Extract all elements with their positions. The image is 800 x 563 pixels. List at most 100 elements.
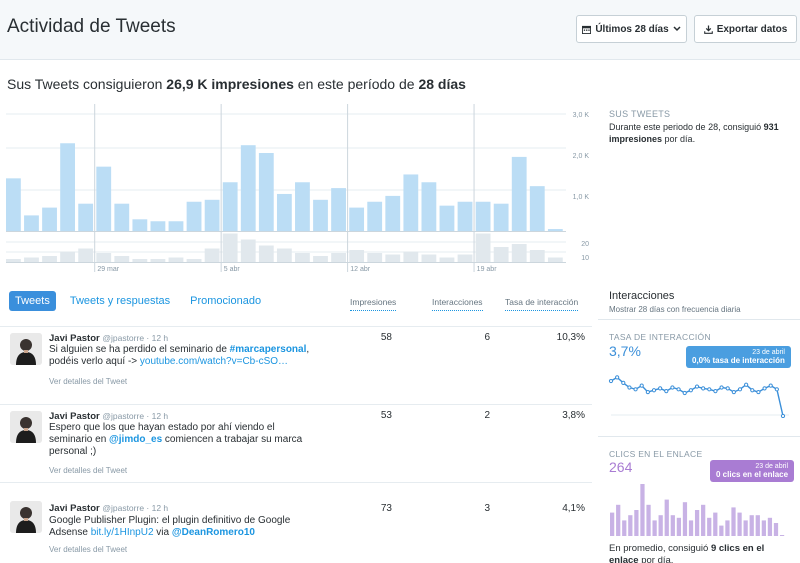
clicks-bar[interactable] bbox=[761, 520, 766, 536]
impressions-bar[interactable] bbox=[114, 203, 130, 231]
activity-bar[interactable] bbox=[96, 253, 112, 262]
clicks-bar[interactable] bbox=[610, 512, 615, 536]
rate-point[interactable] bbox=[774, 387, 779, 392]
tweet-details-link[interactable]: Ver detalles del Tweet bbox=[49, 377, 128, 386]
impressions-bar[interactable] bbox=[331, 188, 346, 231]
clicks-bar[interactable] bbox=[616, 504, 621, 536]
rate-point[interactable] bbox=[658, 386, 663, 391]
clicks-bar[interactable] bbox=[634, 510, 639, 536]
tab-tweets-replies[interactable]: Tweets y respuestas bbox=[69, 295, 171, 307]
impressions-bar[interactable] bbox=[258, 153, 274, 231]
impressions-bar[interactable] bbox=[295, 182, 310, 231]
clicks-bar[interactable] bbox=[725, 520, 730, 536]
clicks-bar[interactable] bbox=[658, 515, 663, 536]
activity-bar[interactable] bbox=[186, 259, 202, 262]
clicks-bar[interactable] bbox=[701, 504, 706, 536]
rate-point[interactable] bbox=[621, 380, 626, 385]
activity-bar[interactable] bbox=[114, 256, 130, 262]
activity-bar[interactable] bbox=[24, 257, 39, 263]
impressions-bar[interactable] bbox=[150, 221, 166, 231]
impressions-bar[interactable] bbox=[240, 145, 256, 231]
mention-link[interactable]: @DeanRomero10 bbox=[171, 527, 255, 538]
rate-point[interactable] bbox=[694, 384, 700, 389]
tab-promoted[interactable]: Promocionado bbox=[190, 295, 262, 307]
tweet-author[interactable]: Javi Pastor @jpastorre · 12 h bbox=[49, 503, 168, 514]
activity-bar[interactable] bbox=[60, 251, 76, 263]
tab-tweets[interactable]: Tweets bbox=[9, 291, 56, 311]
rate-point[interactable] bbox=[645, 389, 650, 395]
mention-link[interactable]: @jimdo_es bbox=[109, 434, 163, 445]
impressions-bar[interactable] bbox=[349, 207, 365, 231]
tweet-row[interactable]: Javi Pastor @jpastorre · 12 h Si alguien… bbox=[0, 326, 592, 404]
rate-point[interactable] bbox=[688, 388, 693, 393]
activity-bar[interactable] bbox=[276, 248, 292, 263]
clicks-bar[interactable] bbox=[688, 520, 694, 536]
export-data-button[interactable]: Exportar datos bbox=[694, 15, 797, 43]
clicks-bar[interactable] bbox=[646, 504, 651, 536]
impressions-bar[interactable] bbox=[204, 199, 220, 231]
rate-point[interactable] bbox=[750, 388, 755, 393]
rate-point[interactable] bbox=[707, 387, 712, 392]
rate-point[interactable] bbox=[744, 382, 749, 387]
activity-bar[interactable] bbox=[222, 233, 238, 263]
impressions-bar[interactable] bbox=[222, 182, 238, 231]
clicks-bar[interactable] bbox=[628, 515, 633, 536]
clicks-bar[interactable] bbox=[755, 515, 760, 536]
rate-point[interactable] bbox=[627, 385, 632, 390]
clicks-bar[interactable] bbox=[779, 535, 785, 536]
activity-bar[interactable] bbox=[6, 259, 21, 262]
rate-point[interactable] bbox=[639, 383, 644, 388]
clicks-bar[interactable] bbox=[682, 502, 688, 536]
impressions-bar[interactable] bbox=[493, 203, 509, 231]
impressions-bar[interactable] bbox=[367, 201, 383, 231]
activity-bar[interactable] bbox=[150, 259, 166, 262]
tweet-row[interactable]: Javi Pastor @jpastorre · 12 h Espero que… bbox=[0, 404, 592, 482]
clicks-bar[interactable] bbox=[670, 515, 675, 536]
col-interactions[interactable]: Interacciones bbox=[432, 297, 483, 311]
clicks-bar[interactable] bbox=[652, 520, 657, 536]
activity-bar[interactable] bbox=[439, 257, 455, 263]
rate-point[interactable] bbox=[768, 383, 773, 388]
activity-bar[interactable] bbox=[367, 253, 383, 262]
impressions-bar[interactable] bbox=[42, 207, 57, 231]
clicks-bar[interactable] bbox=[707, 517, 712, 536]
rate-point[interactable] bbox=[780, 413, 786, 418]
rate-point[interactable] bbox=[608, 378, 614, 384]
impressions-bar[interactable] bbox=[24, 215, 39, 231]
rate-point[interactable] bbox=[670, 385, 675, 390]
activity-bar[interactable] bbox=[511, 244, 527, 262]
activity-bar[interactable] bbox=[42, 256, 57, 262]
activity-bar[interactable] bbox=[258, 245, 274, 263]
impressions-bar[interactable] bbox=[186, 201, 202, 231]
url-link[interactable]: bit.ly/1HInpU2 bbox=[90, 527, 154, 538]
clicks-bar[interactable] bbox=[731, 507, 736, 536]
activity-bar[interactable] bbox=[529, 250, 545, 262]
clicks-bar[interactable] bbox=[694, 510, 700, 536]
rate-point[interactable] bbox=[701, 386, 706, 391]
impressions-bar[interactable] bbox=[276, 193, 292, 231]
rate-point[interactable] bbox=[731, 389, 736, 395]
clicks-bar[interactable] bbox=[640, 484, 645, 536]
tweet-details-link[interactable]: Ver detalles del Tweet bbox=[49, 466, 128, 475]
impressions-bar[interactable] bbox=[403, 174, 419, 231]
rate-point[interactable] bbox=[615, 375, 620, 380]
impressions-bar[interactable] bbox=[132, 219, 148, 231]
activity-bar[interactable] bbox=[240, 239, 256, 263]
date-range-button[interactable]: Últimos 28 días bbox=[576, 15, 687, 43]
clicks-bar[interactable] bbox=[719, 525, 724, 536]
rate-point[interactable] bbox=[713, 389, 718, 394]
rate-point[interactable] bbox=[676, 387, 681, 392]
impressions-bar[interactable] bbox=[421, 182, 437, 231]
impressions-bar[interactable] bbox=[313, 199, 328, 231]
clicks-bar[interactable] bbox=[737, 512, 742, 536]
impressions-bar[interactable] bbox=[457, 201, 473, 231]
activity-bar[interactable] bbox=[547, 257, 563, 263]
activity-bar[interactable] bbox=[421, 254, 437, 263]
clicks-bar[interactable] bbox=[713, 512, 718, 536]
impressions-bar[interactable] bbox=[529, 186, 545, 231]
activity-bar[interactable] bbox=[475, 233, 491, 263]
rate-point[interactable] bbox=[682, 390, 687, 396]
tweet-details-link[interactable]: Ver detalles del Tweet bbox=[49, 545, 128, 554]
rate-point[interactable] bbox=[762, 386, 767, 391]
rate-point[interactable] bbox=[737, 387, 743, 392]
